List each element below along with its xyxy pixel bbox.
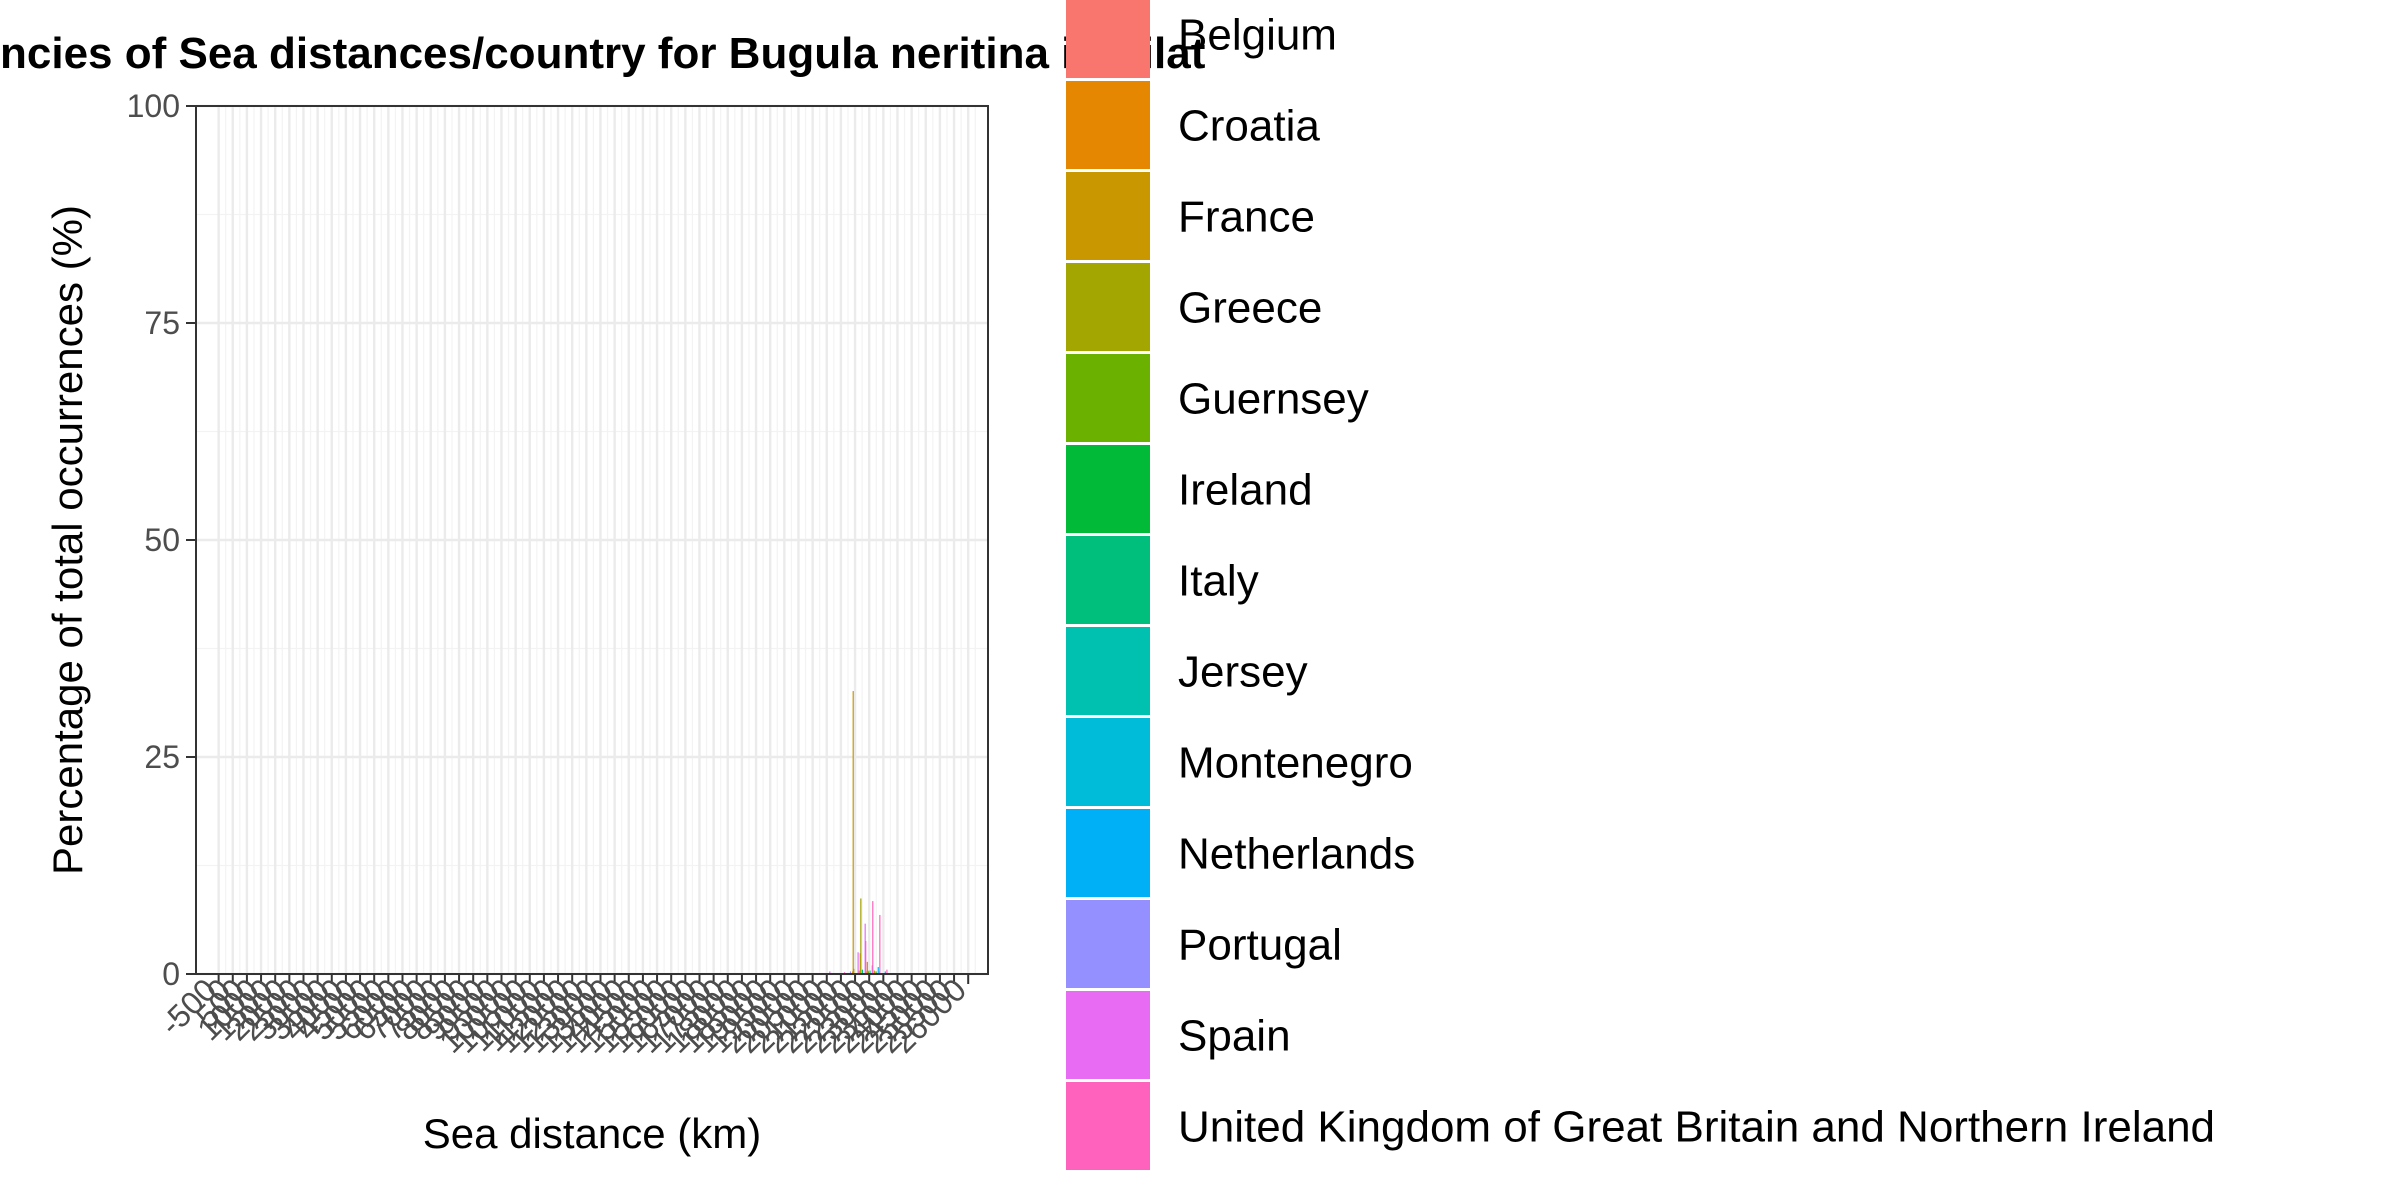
y-tick-label: 0 [162, 956, 180, 992]
legend-label: Belgium [1178, 11, 1337, 60]
grid-major [196, 104, 988, 976]
bar [858, 970, 860, 974]
bar [857, 952, 859, 974]
y-tick-label: 50 [144, 522, 180, 558]
legend-label: Greece [1178, 284, 1322, 333]
bar [873, 970, 876, 974]
legend-key [1066, 172, 1150, 260]
legend-label: Jersey [1178, 648, 1308, 697]
legend-key [1066, 991, 1150, 1079]
legend-label: Italy [1178, 557, 1259, 606]
legend-key [1066, 536, 1150, 624]
bar [861, 969, 864, 974]
x-axis-title: Sea distance (km) [423, 1110, 761, 1157]
legend-label: United Kingdom of Great Britain and Nort… [1178, 1103, 2215, 1152]
legend-key [1066, 1082, 1150, 1170]
legend-key [1066, 900, 1150, 988]
legend-key [1066, 718, 1150, 806]
legend-label: Ireland [1178, 466, 1313, 515]
y-tick-label: 100 [127, 88, 180, 124]
y-tick-label: 25 [144, 739, 180, 775]
y-tick-label: 75 [144, 305, 180, 341]
legend-key [1066, 627, 1150, 715]
y-axis: 0 25 50 75 100 [127, 88, 196, 992]
bar [869, 970, 871, 974]
bar [852, 691, 854, 974]
bar [877, 967, 879, 974]
legend: Belgium Croatia France Greece Guernsey Irelan… [1066, 0, 2215, 1170]
chart-title: ncies of Sea distances/country for Bugul… [0, 29, 1206, 78]
bar [879, 914, 881, 974]
legend-label: Spain [1178, 1012, 1291, 1061]
legend-label: Portugal [1178, 921, 1342, 970]
bar [886, 969, 888, 974]
legend-key [1066, 354, 1150, 442]
legend-label: Montenegro [1178, 739, 1413, 788]
x-axis: -500050010001500200025003000350040004500… [153, 971, 973, 1059]
y-axis-title: Percentage of total occurrences (%) [44, 205, 91, 875]
bars [829, 691, 888, 974]
bar [849, 971, 852, 974]
legend-label: Croatia [1178, 102, 1320, 151]
bar [860, 898, 862, 974]
bar [872, 901, 874, 974]
bar [865, 971, 867, 974]
legend-label: France [1178, 193, 1315, 242]
legend-key [1066, 809, 1150, 897]
legend-key [1066, 0, 1150, 78]
bar [829, 971, 831, 974]
legend-key [1066, 263, 1150, 351]
bar [853, 968, 855, 974]
bar [875, 971, 877, 974]
legend-key [1066, 445, 1150, 533]
bar [884, 971, 886, 974]
bar [865, 941, 867, 974]
bar [866, 961, 868, 974]
legend-label: Guernsey [1178, 375, 1369, 424]
legend-label: Netherlands [1178, 830, 1415, 879]
legend-key [1066, 81, 1150, 169]
bar [867, 971, 870, 974]
